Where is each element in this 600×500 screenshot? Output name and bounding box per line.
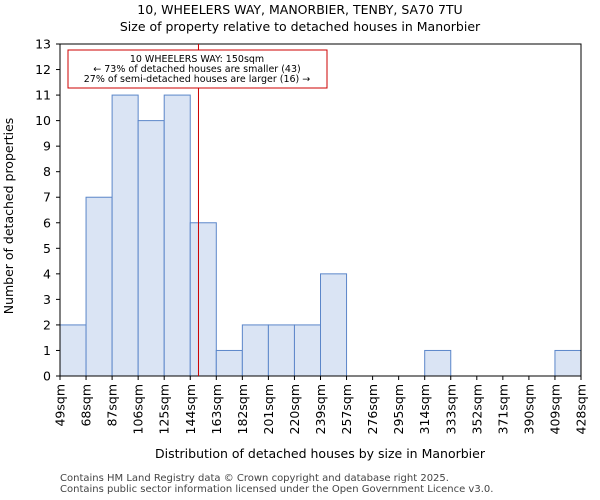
y-tick-label: 9 xyxy=(43,139,51,154)
histogram-chart: 10, WHEELERS WAY, MANORBIER, TENBY, SA70… xyxy=(1,2,589,461)
y-tick-label: 6 xyxy=(43,215,51,230)
x-tick-label: 49sqm xyxy=(53,384,68,427)
x-axis: 49sqm 68sqm 87sqm 106sqm 125sqm 144sqm 163sqm 1… xyxy=(53,376,589,434)
footer-line-1: Contains HM Land Registry data © Crown c… xyxy=(60,473,449,484)
x-tick-label: 201sqm xyxy=(261,384,276,434)
annotation-box: 10 WHEELERS WAY: 150sqm ← 73% of detache… xyxy=(67,49,328,89)
x-tick-label: 125sqm xyxy=(157,384,172,434)
x-tick-label: 390sqm xyxy=(521,384,536,434)
y-tick-label: 11 xyxy=(35,88,51,103)
x-axis-label: Distribution of detached houses by size … xyxy=(155,446,486,461)
bar-239sqm xyxy=(320,273,348,377)
annotation-line-2: ← 73% of detached houses are smaller (43… xyxy=(93,64,300,75)
x-tick-label: 239sqm xyxy=(313,384,328,434)
x-tick-label: 276sqm xyxy=(365,384,380,434)
x-tick-label: 295sqm xyxy=(391,384,406,434)
x-tick-label: 68sqm xyxy=(79,384,94,427)
bar-144sqm xyxy=(189,222,217,377)
bar-201sqm xyxy=(267,324,295,377)
y-tick-label: 12 xyxy=(35,62,51,77)
annotation-line-1: 10 WHEELERS WAY: 150sqm xyxy=(130,54,264,65)
y-tick-label: 5 xyxy=(43,241,51,256)
x-tick-label: 182sqm xyxy=(235,384,250,434)
y-tick-label: 10 xyxy=(35,113,51,128)
y-axis-label: Number of detached properties xyxy=(1,118,16,315)
chart-subtitle: Size of property relative to detached ho… xyxy=(120,19,481,34)
y-tick-label: 4 xyxy=(43,266,51,281)
bar-106sqm xyxy=(137,120,165,377)
bar-68sqm xyxy=(85,196,113,377)
y-tick-label: 0 xyxy=(43,369,51,384)
x-tick-label: 352sqm xyxy=(469,384,484,434)
x-tick-label: 163sqm xyxy=(209,384,224,434)
annotation-line-3: 27% of semi-detached houses are larger (… xyxy=(84,74,311,85)
y-tick-label: 8 xyxy=(43,164,51,179)
x-tick-label: 333sqm xyxy=(443,384,458,434)
bar-182sqm xyxy=(241,324,269,377)
chart-title: 10, WHEELERS WAY, MANORBIER, TENBY, SA70… xyxy=(137,2,462,17)
y-tick-label: 7 xyxy=(43,190,51,205)
x-tick-label: 87sqm xyxy=(105,384,120,427)
x-tick-label: 371sqm xyxy=(495,384,510,434)
bar-220sqm xyxy=(293,324,322,377)
bar-314sqm xyxy=(424,349,452,377)
bar-163sqm xyxy=(215,349,243,377)
annotation-frame xyxy=(67,49,328,89)
bar-409sqm xyxy=(554,349,582,377)
bar-125sqm xyxy=(163,94,191,377)
x-tick-label: 106sqm xyxy=(131,384,146,434)
y-tick-label: 13 xyxy=(35,37,51,52)
x-tick-label: 409sqm xyxy=(547,384,562,434)
bar-87sqm xyxy=(111,94,139,377)
y-tick-label: 3 xyxy=(43,292,51,307)
x-tick-label: 257sqm xyxy=(339,384,354,434)
y-tick-label: 1 xyxy=(43,343,51,358)
x-tick-label: 144sqm xyxy=(183,384,198,434)
x-tick-label: 428sqm xyxy=(574,384,589,434)
x-tick-label: 220sqm xyxy=(287,384,302,434)
bars-group xyxy=(59,94,582,377)
y-tick-label: 2 xyxy=(43,317,51,332)
bar-49sqm xyxy=(59,324,87,377)
plot-frame xyxy=(59,43,582,377)
footer-line-2: Contains public sector information licen… xyxy=(60,484,494,495)
x-tick-label: 314sqm xyxy=(417,384,432,434)
